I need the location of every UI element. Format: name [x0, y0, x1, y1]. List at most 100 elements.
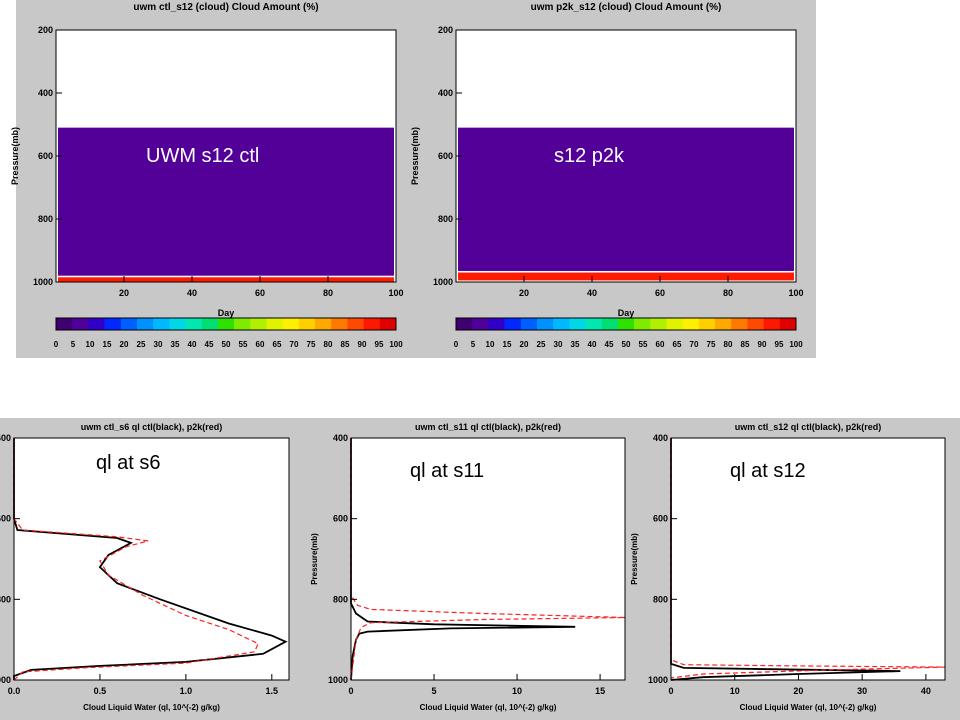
heatmap2-colorbar-segment — [617, 318, 635, 330]
heatmap2-colorbar-segment — [779, 318, 797, 330]
heatmap1-colorbar-tick-label: 45 — [205, 340, 214, 349]
heatmap1-colorbar-tick-label: 75 — [307, 340, 316, 349]
heatmap2-colorbar-segment — [715, 318, 732, 330]
heatmap2-colorbar-segment — [553, 318, 570, 330]
heatmap1-colorbar-segment — [363, 318, 381, 330]
heatmap1-colorbar-tick-label: 0 — [54, 340, 59, 349]
heatmap1-ytick-label: 600 — [38, 151, 53, 161]
heatmap1-colorbar-segment — [217, 318, 235, 330]
heatmap1-xtick-label: 20 — [119, 288, 129, 298]
heatmap2-colorbar-tick-label: 0 — [454, 340, 459, 349]
heatmap1-colorbar-segment — [347, 318, 365, 330]
heatmap2-colorbar-tick-label: 60 — [656, 340, 665, 349]
heatmap1-colorbar-tick-label: 60 — [256, 340, 265, 349]
heatmap1-colorbar-tick-label: 10 — [86, 340, 95, 349]
heatmap2-colorbar-segment — [504, 318, 522, 330]
heatmap2-colorbar-tick-label: 85 — [741, 340, 750, 349]
heatmap2-colorbar-segment — [472, 318, 489, 330]
heatmap1-ytick-label: 200 — [38, 25, 53, 35]
heatmap1-band-1 — [58, 277, 394, 282]
profile2-xtick-label: 5 — [432, 686, 437, 696]
label-uwm-s12-ctl: UWM s12 ctl — [146, 145, 260, 167]
heatmap2-xtick-label: 60 — [655, 288, 665, 298]
profile3-ytick-label: 800 — [653, 594, 668, 604]
heatmap1-colorbar-tick-label: 65 — [273, 340, 282, 349]
profile3-title: uwm ctl_s12 ql ctl(black), p2k(red) — [735, 422, 882, 432]
heatmap1-ytick-label: 1000 — [33, 277, 53, 287]
heatmap1-colorbar-segment — [315, 318, 332, 330]
heatmap1-colorbar-tick-label: 5 — [71, 340, 76, 349]
label-ql-at-s12: ql at s12 — [730, 460, 806, 482]
heatmap1-xtick-label: 100 — [388, 288, 403, 298]
heatmap1-colorbar-segment — [136, 318, 154, 330]
heatmap1-colorbar-tick-label: 85 — [341, 340, 350, 349]
heatmap1-colorbar-segment — [250, 318, 267, 330]
heatmap1-colorbar-segment — [88, 318, 106, 330]
heatmap2-colorbar-tick-label: 75 — [707, 340, 716, 349]
profile2-xtick-label: 15 — [595, 686, 605, 696]
heatmap1-title: uwm ctl_s12 (cloud) Cloud Amount (%) — [133, 2, 318, 13]
heatmap2-colorbar-tick-label: 20 — [520, 340, 529, 349]
heatmap2-colorbar-tick-label: 10 — [486, 340, 495, 349]
profile1-ytick-label: 800 — [0, 594, 11, 604]
heatmap2-colorbar-tick-label: 35 — [571, 340, 580, 349]
profile1-xtick-label: 1.0 — [180, 686, 193, 696]
heatmap2-colorbar-segment — [488, 318, 506, 330]
profile3-xtick-label: 0 — [668, 686, 673, 696]
heatmap1-colorbar-segment — [153, 318, 170, 330]
profile1-xlabel: Cloud Liquid Water (ql, 10^(-2) g/kg) — [83, 703, 220, 712]
profile2-ytick-label: 400 — [333, 433, 348, 443]
profile2-xtick-label: 0 — [348, 686, 353, 696]
heatmap1-colorbar-segment — [266, 318, 284, 330]
profile2-ytick-label: 1000 — [328, 675, 348, 685]
heatmap1-band-0 — [58, 127, 394, 276]
profile1-xtick-label: 0.0 — [8, 686, 21, 696]
profile3-plot-area — [671, 438, 945, 680]
heatmap2-colorbar-tick-label: 65 — [673, 340, 682, 349]
heatmap2-title: uwm p2k_s12 (cloud) Cloud Amount (%) — [531, 2, 722, 13]
profile1-ytick-label: 400 — [0, 433, 11, 443]
heatmap2-colorbar-tick-label: 70 — [690, 340, 699, 349]
profile2-series-p2k — [350, 438, 626, 681]
label-s12-p2k: s12 p2k — [554, 145, 625, 167]
heatmap2-colorbar-tick-label: 55 — [639, 340, 648, 349]
heatmap2-ytick-label: 1000 — [433, 277, 453, 287]
heatmap1-colorbar-tick-label: 40 — [188, 340, 197, 349]
heatmap2-ytick-label: 400 — [438, 88, 453, 98]
heatmap1-colorbar-segment — [120, 318, 138, 330]
heatmap2-colorbar-tick-label: 5 — [471, 340, 476, 349]
heatmap2-colorbar-tick-label: 50 — [622, 340, 631, 349]
profile3-xlabel: Cloud Liquid Water (ql, 10^(-2) g/kg) — [740, 703, 877, 712]
heatmap2-colorbar-segment — [601, 318, 619, 330]
heatmap1-colorbar-tick-label: 25 — [137, 340, 146, 349]
heatmap1-ytick-label: 800 — [38, 214, 53, 224]
profile1-xtick-label: 1.5 — [266, 686, 279, 696]
heatmap2-colorbar-segment — [585, 318, 603, 330]
heatmap1-colorbar-segment — [331, 318, 348, 330]
profile3-ytick-label: 600 — [653, 514, 668, 524]
profile2-xlabel: Cloud Liquid Water (ql, 10^(-2) g/kg) — [420, 703, 557, 712]
heatmap1-colorbar-segment — [201, 318, 219, 330]
heatmap1-colorbar-segment — [72, 318, 89, 330]
heatmap1-xtick-label: 80 — [323, 288, 333, 298]
profile1-series-ctl — [13, 438, 288, 680]
heatmap2-ytick-label: 200 — [438, 25, 453, 35]
heatmap2-colorbar-tick-label: 40 — [588, 340, 597, 349]
heatmap2-xtick-label: 80 — [723, 288, 733, 298]
profile1-series-p2k — [13, 438, 259, 681]
profile3-xtick-label: 20 — [793, 686, 803, 696]
profile2-series-ctl — [350, 438, 576, 681]
heatmap1-colorbar-frame — [55, 317, 397, 331]
heatmap2-colorbar-segment — [698, 318, 716, 330]
profile3-xtick-label: 30 — [857, 686, 867, 696]
heatmap2-xtick-label: 100 — [788, 288, 803, 298]
profile3-xtick-label: 40 — [921, 686, 931, 696]
heatmap1-xtick-label: 40 — [187, 288, 197, 298]
heatmap2-colorbar-segment — [634, 318, 651, 330]
heatmap1-colorbar-tick-label: 55 — [239, 340, 248, 349]
heatmap1-xtick-label: 60 — [255, 288, 265, 298]
profile1-ytick-label: 600 — [0, 514, 11, 524]
heatmap1-colorbar-tick-label: 90 — [358, 340, 367, 349]
profile2-frame — [350, 437, 626, 681]
